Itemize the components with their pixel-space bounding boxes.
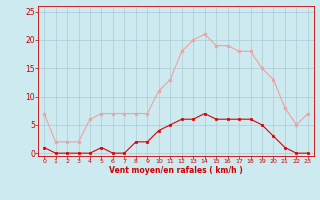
X-axis label: Vent moyen/en rafales ( km/h ): Vent moyen/en rafales ( km/h )	[109, 166, 243, 175]
